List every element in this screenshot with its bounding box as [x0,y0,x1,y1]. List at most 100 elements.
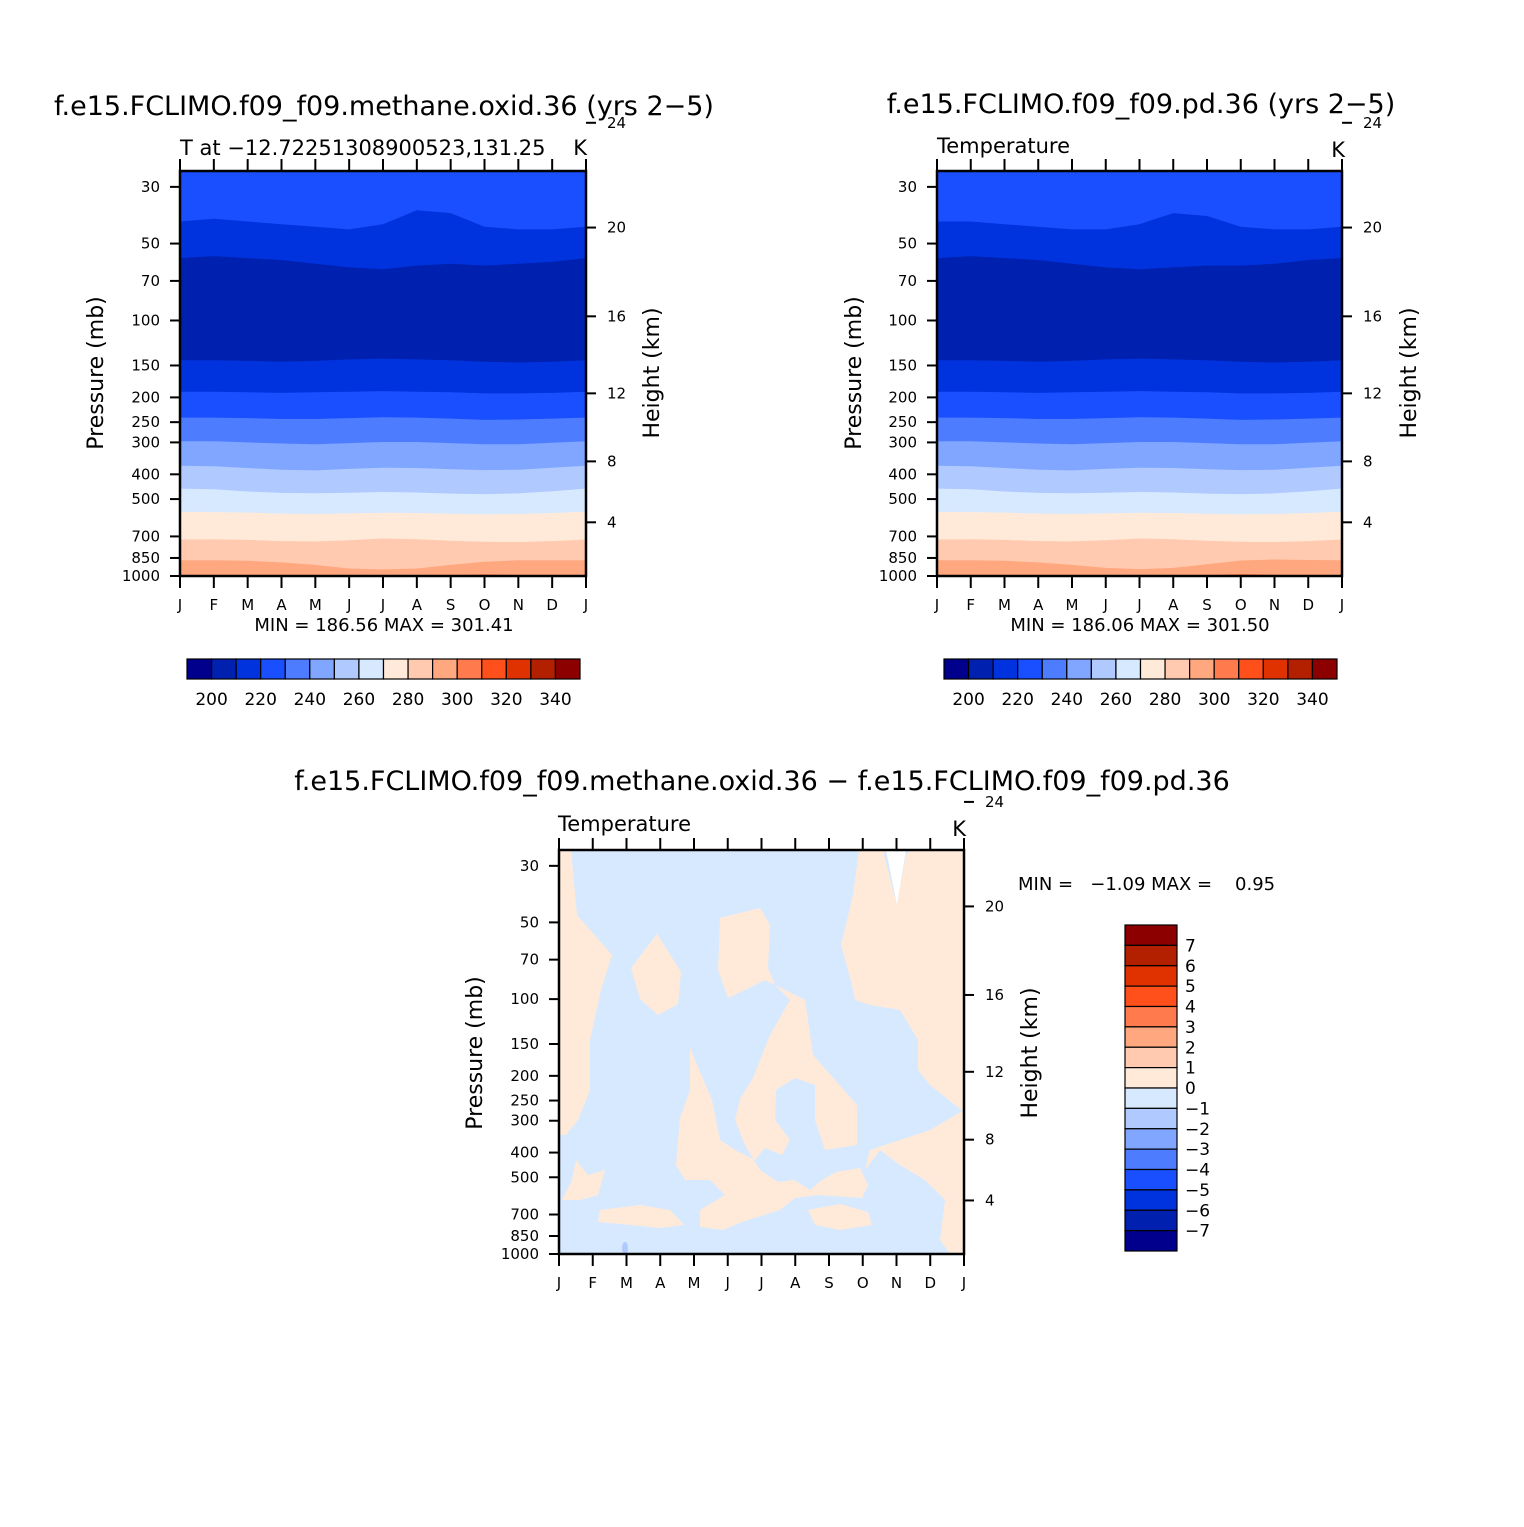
contour-band-pos [631,934,681,1015]
colorbar-label: 5 [1185,977,1196,997]
colorbar-box [260,658,286,680]
pressure-axis-label: Pressure (mb) [84,296,109,450]
pressure-tick-label: 200 [888,388,917,406]
x-tick-label: O [857,1274,869,1292]
colorbar-box [358,658,385,680]
x-tick-label: A [276,596,287,614]
colorbar-box [456,658,483,680]
colorbar-box [943,658,970,680]
pressure-tick-label: 850 [510,1227,539,1245]
min-max-label: MIN = −1.09 MAX = 0.95 [1018,874,1275,895]
pressure-tick-label: 100 [131,311,160,329]
x-tick-label: M [1066,596,1079,614]
contour-band-290 [180,560,586,576]
colorbar-box [284,658,311,680]
colorbar-box [1124,1087,1178,1109]
height-axis-label: Height (km) [1397,307,1422,438]
colorbar-label: −5 [1185,1181,1210,1201]
colorbar-box [210,658,237,680]
contour-band-290 [937,559,1342,576]
x-tick-label: S [446,596,456,614]
height-tick-label: 4 [607,513,617,531]
x-tick-label: M [309,596,322,614]
min-max-label: MIN = 186.06 MAX = 301.50 [1010,615,1269,636]
colorbar-label: 340 [1296,690,1328,710]
pressure-tick-label: 50 [898,235,917,253]
x-tick-label: J [1136,596,1141,614]
height-tick-label: 24 [985,793,1004,811]
pressure-tick-label: 500 [131,490,160,508]
contour-band-missing [886,850,906,905]
colorbar-box [1124,944,1178,967]
colorbar-label: 3 [1185,1018,1196,1038]
colorbar-box [1017,658,1043,680]
colorbar-box [1124,1046,1178,1069]
x-tick-label: S [1202,596,1212,614]
colorbar-box [1124,1005,1178,1028]
x-tick-label: J [961,1274,966,1292]
x-tick-label: N [891,1274,902,1292]
x-tick-label: F [210,596,219,614]
pressure-tick-label: 250 [888,413,917,431]
colorbar-label: 4 [1185,998,1196,1018]
height-tick-label: 12 [1363,384,1382,402]
panel-title: f.e15.FCLIMO.f09_f09.methane.oxid.36 − f… [294,766,1230,797]
colorbar-box [1189,658,1215,680]
contour-plot: J F M A M J J A S O N D J 30 50 70 100 150 200 250 300 400 500… [501,793,1004,1292]
colorbar-box [1124,1067,1178,1089]
colorbar-label: 0 [1185,1079,1196,1099]
colorbar-box [309,658,335,680]
colorbar-box [1124,1107,1178,1130]
x-tick-label: A [1168,596,1179,614]
temperature-colorbar: 200 220 240 260 280 300 320 340 [943,658,1338,710]
colorbar-box [1124,1128,1178,1150]
x-tick-label: J [1339,596,1344,614]
variable-label: Temperature [936,134,1070,158]
contour-plot: J F M A M J J A S O N D J 30 50 70 100 150 200 250 300 400 500… [122,114,626,614]
colorbar-box [1262,658,1289,680]
x-tick-label: M [241,596,254,614]
colorbar-box [1124,1230,1178,1252]
min-max-label: MIN = 186.56 MAX = 301.41 [254,615,513,636]
colorbar-box [1124,1168,1178,1191]
x-tick-label: J [583,596,588,614]
contour-band-pos [865,1110,964,1254]
colorbar-box [1124,1026,1178,1048]
pressure-tick-label: 300 [888,433,917,451]
x-tick-label: O [1235,596,1247,614]
x-tick-label: A [412,596,423,614]
x-tick-label: A [655,1274,666,1292]
height-tick-label: 16 [985,986,1004,1004]
colorbar-label: 200 [952,690,984,710]
pressure-tick-label: 150 [131,356,160,374]
x-tick-label: D [924,1274,936,1292]
x-tick-label: M [998,596,1011,614]
height-tick-label: 8 [1363,452,1373,470]
colorbar-box [554,658,581,680]
x-tick-label: J [934,596,939,614]
variable-label: T at −12.72251308900523,131.25 [179,136,545,160]
pressure-tick-label: 850 [888,549,917,567]
pressure-tick-label: 70 [520,951,539,969]
pressure-tick-label: 150 [888,356,917,374]
height-tick-label: 20 [985,897,1004,915]
colorbar-box [186,658,213,680]
contour-plot: J F M A M J J A S O N D J 30 50 70 100 150 200 250 300 400 500… [879,114,1382,614]
panel-title: f.e15.FCLIMO.f09_f09.methane.oxid.36 (yr… [54,91,714,122]
pressure-tick-label: 50 [520,913,539,931]
pressure-tick-label: 700 [131,527,160,545]
colorbar-label: 240 [1051,690,1083,710]
colorbar-label: 260 [1100,690,1132,710]
contour-band-neg2 [622,1242,628,1254]
height-tick-label: 12 [607,384,626,402]
x-tick-label: J [177,596,182,614]
pressure-tick-label: 30 [898,178,917,196]
x-tick-label: J [380,596,385,614]
x-tick-label: J [1103,596,1108,614]
colorbar-label: −7 [1185,1222,1210,1242]
pressure-tick-label: 1000 [879,567,917,585]
pressure-tick-label: 300 [131,433,160,451]
colorbar-box [235,658,262,680]
pressure-tick-label: 850 [131,549,160,567]
x-tick-label: S [824,1274,834,1292]
